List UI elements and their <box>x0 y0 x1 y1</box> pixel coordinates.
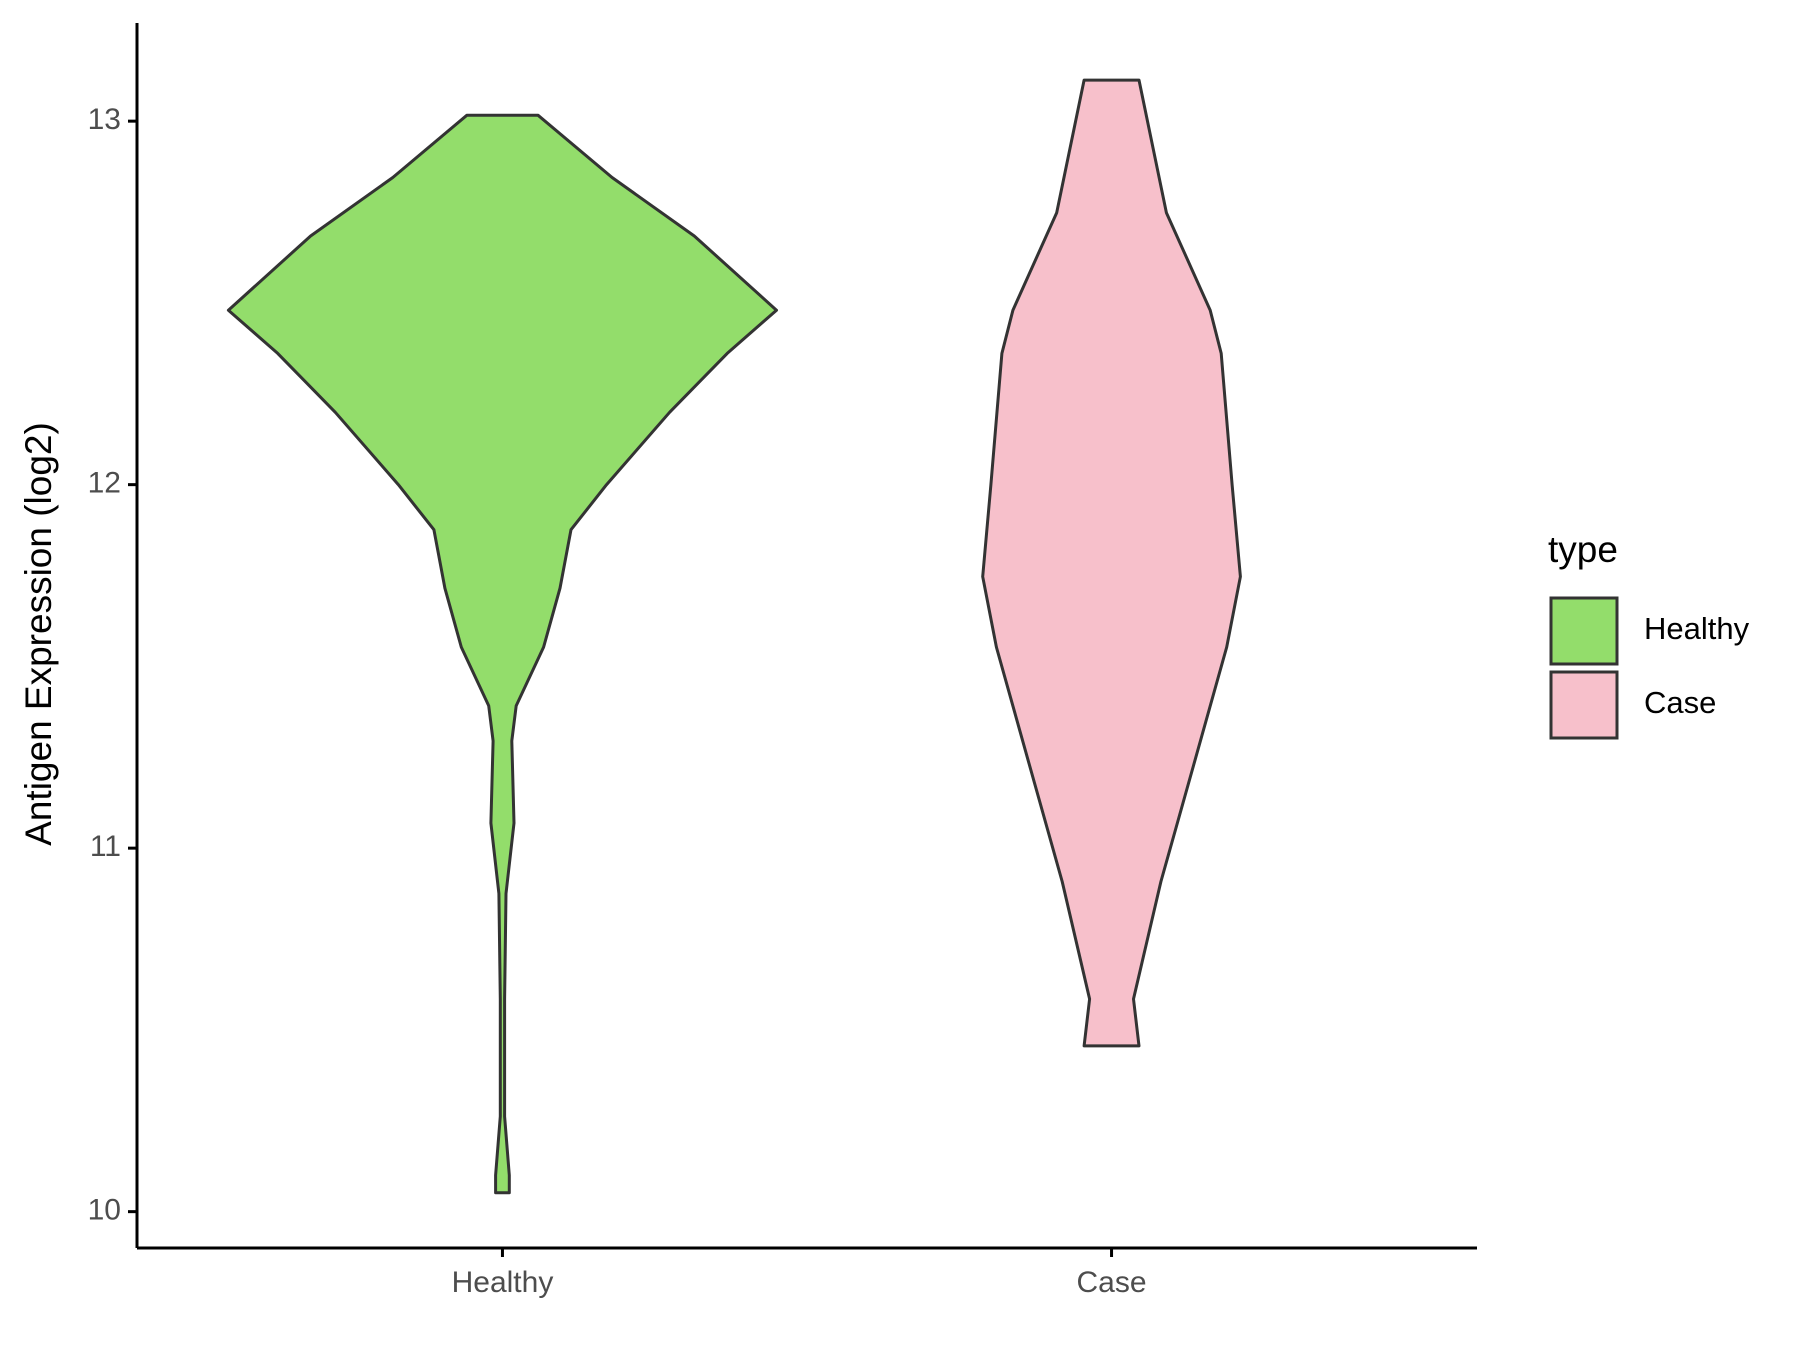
y-tick-label: 10 <box>88 1194 121 1227</box>
y-tick-label: 12 <box>88 467 121 500</box>
y-tick-label: 13 <box>88 103 121 136</box>
x-tick-label: Case <box>1077 1266 1147 1299</box>
violin <box>226 113 778 1195</box>
x-tick-label: Healthy <box>452 1266 554 1299</box>
legend-key <box>1549 596 1619 666</box>
legend-label: Healthy <box>1644 611 1750 646</box>
legend-title: type <box>1548 529 1618 570</box>
legend-label: Case <box>1644 685 1716 720</box>
y-tick-label: 11 <box>90 830 121 863</box>
y-axis-title: Antigen Expression (log2) <box>18 422 59 846</box>
legend-key <box>1549 670 1619 740</box>
violin <box>981 78 1242 1048</box>
